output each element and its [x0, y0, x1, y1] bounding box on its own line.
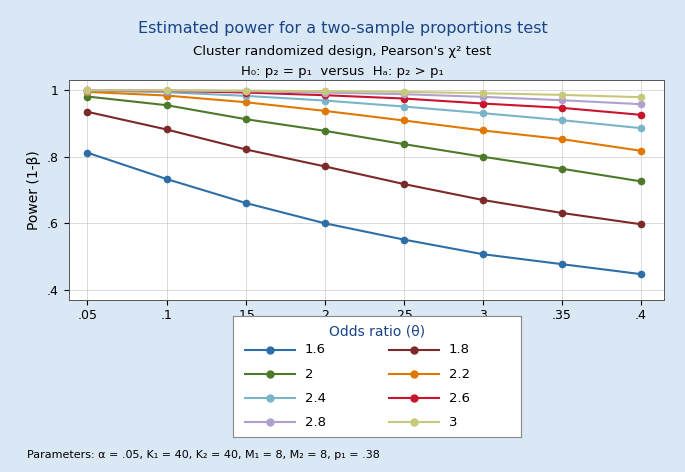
Text: 3: 3: [449, 416, 457, 429]
Text: 2.6: 2.6: [449, 392, 470, 405]
Text: 2.2: 2.2: [449, 368, 470, 380]
Text: H₀: p₂ = p₁  versus  Hₐ: p₂ > p₁: H₀: p₂ = p₁ versus Hₐ: p₂ > p₁: [241, 65, 444, 78]
Text: Cluster randomized design, Pearson's χ² test: Cluster randomized design, Pearson's χ² …: [193, 45, 492, 58]
Text: Estimated power for a two-sample proportions test: Estimated power for a two-sample proport…: [138, 21, 547, 36]
Text: Odds ratio (θ): Odds ratio (θ): [329, 325, 425, 339]
Text: 2: 2: [305, 368, 313, 380]
X-axis label: Intraclass correlation (ρ): Intraclass correlation (ρ): [282, 328, 451, 342]
Text: 1.8: 1.8: [449, 344, 470, 356]
Text: 1.6: 1.6: [305, 344, 326, 356]
Y-axis label: Power (1-β): Power (1-β): [27, 150, 41, 230]
Text: Parameters: α = .05, K₁ = 40, K₂ = 40, M₁ = 8, M₂ = 8, p₁ = .38: Parameters: α = .05, K₁ = 40, K₂ = 40, M…: [27, 450, 380, 460]
Text: 2.8: 2.8: [305, 416, 326, 429]
Text: 2.4: 2.4: [305, 392, 326, 405]
